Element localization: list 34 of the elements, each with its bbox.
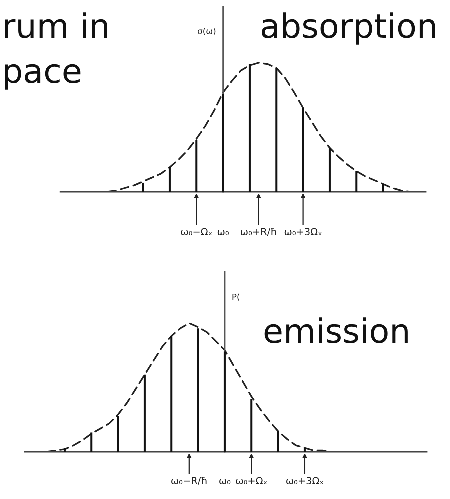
bar <box>168 167 171 192</box>
bar <box>328 148 331 192</box>
bar <box>277 431 280 452</box>
x-tick-label: ω₀+Ωₓ <box>236 477 268 485</box>
x-tick-label: ω₀−R/ħ <box>172 477 207 486</box>
bar <box>248 64 251 192</box>
text: rum in <box>5 12 108 38</box>
bar <box>170 336 173 452</box>
bar <box>250 399 253 452</box>
bar <box>304 448 306 452</box>
bar <box>356 171 358 192</box>
y-axis-title: P( <box>232 294 240 302</box>
x-tick-label: ω₀−Ωₓ <box>181 228 212 236</box>
bar <box>222 94 224 192</box>
x-tick-label: ω₀+R/ħ <box>241 228 276 236</box>
bar <box>224 352 226 452</box>
bar <box>142 182 144 192</box>
x-tick-label: ω₀+3Ωₓ <box>284 228 322 236</box>
bar <box>196 140 198 192</box>
bar <box>197 328 200 452</box>
bar <box>117 416 120 452</box>
x-tick-label: ω₀+3Ωₓ <box>286 477 324 485</box>
bar <box>382 184 384 192</box>
annotation: pace <box>5 64 81 90</box>
y-axis-title: σ(ω) <box>198 28 216 36</box>
x-tick-label: ω₀ <box>220 479 231 485</box>
x-tick-label: ω₀ <box>218 230 229 236</box>
bar <box>144 374 146 452</box>
bar <box>90 432 93 452</box>
chart-title: absorption <box>262 12 436 45</box>
bar <box>302 108 304 192</box>
bar <box>276 68 278 192</box>
bar <box>64 448 66 452</box>
chart-title: emission <box>264 318 408 344</box>
